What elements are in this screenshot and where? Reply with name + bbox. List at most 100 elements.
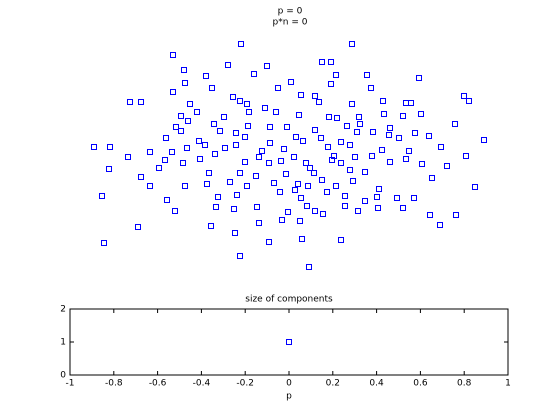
x-tick-label: -0.6 [149,379,167,389]
point [329,157,335,163]
point [217,128,223,134]
point [237,170,243,176]
point [170,89,176,95]
point [271,180,277,186]
point [325,144,331,150]
point [266,160,272,166]
point [311,170,317,176]
point [350,178,356,184]
point [453,212,459,218]
point [338,237,344,243]
point [419,161,425,167]
point [369,153,375,159]
point [354,129,360,135]
point [307,165,313,171]
point [281,146,287,152]
point [296,112,302,118]
point [173,124,179,130]
point [295,181,301,187]
point [461,93,467,99]
point [368,85,374,91]
x-tick-label: 0.2 [326,379,340,389]
point [406,148,412,154]
point [182,80,188,86]
point [300,138,306,144]
point [320,211,326,217]
x-axis-label: p [286,392,292,402]
point [286,339,292,345]
point [344,123,350,129]
point [180,160,186,166]
chart-title: size of components [245,295,333,305]
point [125,154,131,160]
point [169,149,175,155]
point [376,186,382,192]
point [319,59,325,65]
point [237,253,243,259]
point [303,160,309,166]
point [245,123,251,129]
point [357,121,363,127]
point [253,173,259,179]
point [187,101,193,107]
point [374,194,380,200]
point [349,41,355,47]
point [412,130,418,136]
point [408,100,414,106]
point [182,183,188,189]
point [206,170,212,176]
point [227,179,233,185]
point [184,145,190,151]
point [147,149,153,155]
point [437,222,443,228]
y-tick-label: 1 [60,338,66,348]
point [328,59,334,65]
point [212,151,218,157]
point [279,217,285,223]
point [197,156,203,162]
point [328,81,334,87]
point [221,114,227,120]
point [244,101,250,107]
point [194,109,200,115]
x-tick-label: -0.4 [193,379,211,389]
point [364,72,370,78]
point [185,118,191,124]
point [429,175,435,181]
point [342,193,348,199]
point [305,183,311,189]
point [147,183,153,189]
point [266,239,272,245]
point [316,99,322,105]
chart-subtitle: p*n = 0 [273,18,308,28]
point [288,79,294,85]
point [472,184,478,190]
point [178,113,184,119]
point [347,167,353,173]
x-tick-label: -0.2 [236,379,254,389]
point [292,187,298,193]
point [352,154,358,160]
point [225,62,231,68]
point [202,142,208,148]
x-tick-label: -0.8 [105,379,123,389]
x-tick-label: 0.8 [457,379,472,389]
point [400,113,406,119]
point [355,208,361,214]
point [416,75,422,81]
point [375,205,381,211]
point [438,144,444,150]
point [403,156,409,162]
point [298,92,304,98]
point [356,114,362,120]
point [370,129,376,135]
point [273,109,279,115]
point [333,72,339,78]
point [394,195,400,201]
point [209,85,215,91]
point [246,109,252,115]
point [178,128,184,134]
point [333,183,339,189]
